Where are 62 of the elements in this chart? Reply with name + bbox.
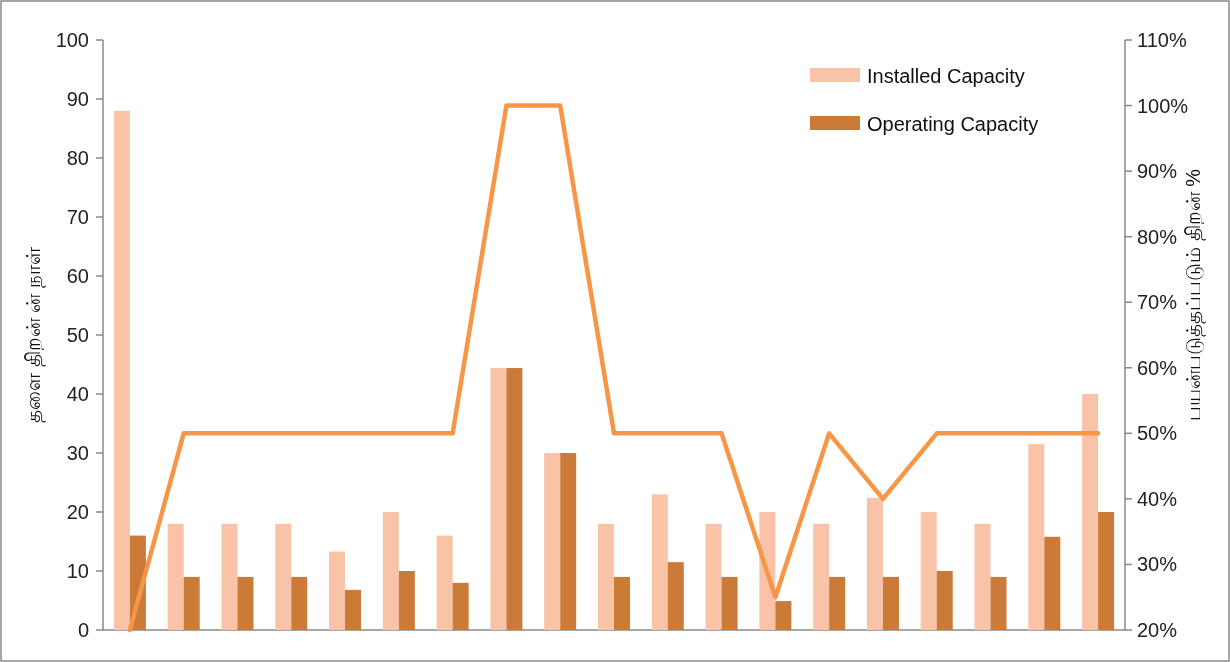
y-tick-label: 30: [66, 442, 89, 464]
bar: [920, 512, 937, 630]
bar: [237, 576, 254, 630]
y-tick-label: 50: [66, 324, 89, 346]
bar: [560, 453, 577, 630]
bar: [866, 497, 883, 630]
y-tick-label: 10: [66, 560, 89, 582]
y-tick-label: 20: [66, 501, 89, 523]
legend-label: Operating Capacity: [867, 113, 1039, 135]
bar: [667, 562, 684, 630]
bar: [1044, 536, 1061, 630]
y-tick-label: 0: [77, 619, 89, 641]
bar: [598, 523, 614, 630]
bar: [775, 601, 792, 630]
bar: [183, 576, 200, 630]
bar: [221, 523, 238, 630]
bar: [1098, 512, 1115, 630]
y-tick-label: 40: [66, 383, 89, 405]
bar: [1028, 444, 1045, 630]
bar: [452, 582, 469, 630]
bar: [436, 535, 453, 630]
bar: [936, 571, 953, 630]
bar: [398, 571, 415, 630]
bar: [705, 523, 722, 630]
bar: [721, 576, 738, 630]
bar: [990, 576, 1007, 630]
y2-tick-label: 100%: [1137, 94, 1189, 117]
y-tick-label: 90: [66, 88, 89, 110]
y-tick-label: 80: [66, 147, 89, 169]
bar: [544, 453, 561, 630]
y2-tick-label: 30%: [1137, 553, 1178, 576]
y2-tick-label: 80%: [1137, 225, 1178, 248]
bar: [329, 551, 346, 630]
y-axis-title: தளை திறன் ன் நாள்: [22, 247, 46, 423]
bar: [506, 368, 523, 630]
bar: [167, 523, 184, 630]
bar: [829, 576, 846, 630]
bar: [345, 589, 362, 630]
bar: [275, 523, 292, 630]
y-tick-label: 70: [66, 206, 89, 228]
y2-tick-label: 20%: [1137, 619, 1178, 641]
bar: [113, 110, 130, 630]
y2-tick-label: 70%: [1137, 291, 1178, 314]
y2-tick-label: 60%: [1137, 356, 1178, 379]
y2-axis-title: பயன்படுத்தப்படும் திறன் %: [1182, 168, 1206, 421]
bar: [1082, 394, 1099, 630]
bar: [490, 368, 507, 630]
bar: [614, 576, 630, 630]
y2-tick-label: 110%: [1137, 29, 1187, 51]
y-tick-label: 100: [55, 29, 89, 51]
legend-label: Installed Capacity: [867, 65, 1025, 87]
bar: [651, 494, 668, 630]
y-tick-label: 60: [66, 265, 89, 287]
y2-tick-label: 50%: [1137, 422, 1178, 445]
bar: [291, 576, 308, 630]
y2-tick-label: 40%: [1137, 487, 1178, 510]
bar: [974, 523, 991, 630]
bar: [813, 523, 830, 630]
bar: [882, 576, 899, 630]
bar: [382, 512, 399, 630]
line-series: [127, 103, 1101, 633]
y2-tick-label: 90%: [1137, 160, 1178, 183]
